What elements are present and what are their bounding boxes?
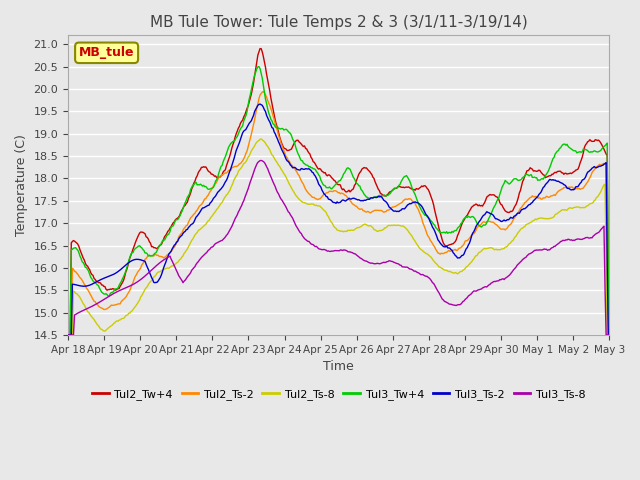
Tul2_Ts-8: [387, 222, 395, 228]
Tul3_Ts-8: [323, 247, 330, 253]
Tul3_Ts-8: [594, 230, 602, 236]
Tul2_Tw+4: [605, 332, 613, 338]
Tul2_Ts-8: [509, 238, 516, 243]
Tul3_Tw+4: [255, 64, 263, 70]
Tul3_Ts-2: [605, 332, 613, 338]
Tul3_Tw+4: [594, 149, 602, 155]
Line: Tul2_Ts-2: Tul2_Ts-2: [68, 92, 609, 335]
Tul3_Ts-2: [358, 198, 366, 204]
Tul3_Ts-2: [387, 206, 395, 212]
Tul3_Ts-8: [509, 268, 516, 274]
Tul2_Ts-2: [259, 89, 267, 95]
Tul2_Ts-8: [594, 194, 602, 200]
Tul2_Tw+4: [64, 332, 72, 338]
Text: MB_tule: MB_tule: [79, 46, 134, 60]
Tul2_Tw+4: [594, 138, 602, 144]
Tul2_Ts-2: [326, 188, 333, 194]
Tul2_Ts-2: [594, 164, 602, 169]
Tul2_Ts-2: [605, 332, 613, 338]
Tul2_Tw+4: [256, 46, 264, 51]
Tul3_Tw+4: [64, 332, 72, 338]
Tul2_Tw+4: [326, 172, 333, 178]
Y-axis label: Temperature (C): Temperature (C): [15, 134, 28, 236]
Tul2_Tw+4: [323, 172, 330, 178]
Tul2_Ts-2: [358, 206, 366, 212]
Tul3_Ts-2: [256, 101, 264, 107]
Tul2_Ts-2: [323, 190, 330, 196]
Tul2_Ts-8: [358, 223, 366, 228]
Tul3_Ts-2: [509, 216, 516, 221]
Tul2_Ts-8: [326, 216, 333, 222]
Tul3_Ts-8: [64, 332, 72, 338]
Line: Tul2_Tw+4: Tul2_Tw+4: [68, 48, 609, 335]
Tul2_Ts-2: [509, 218, 516, 224]
Tul2_Tw+4: [358, 166, 366, 172]
Line: Tul3_Ts-2: Tul3_Ts-2: [68, 104, 609, 335]
Line: Tul3_Ts-8: Tul3_Ts-8: [68, 160, 609, 335]
Tul3_Tw+4: [387, 189, 395, 194]
Tul2_Ts-2: [387, 205, 395, 211]
Tul3_Ts-8: [358, 256, 366, 262]
Tul3_Ts-8: [257, 157, 265, 163]
Tul2_Ts-8: [323, 210, 330, 216]
Tul3_Ts-2: [594, 164, 602, 170]
Tul3_Tw+4: [323, 185, 330, 191]
Tul2_Tw+4: [387, 189, 395, 194]
Tul2_Ts-8: [64, 332, 72, 338]
Line: Tul2_Ts-8: Tul2_Ts-8: [68, 139, 609, 335]
Tul3_Ts-8: [326, 249, 333, 254]
Tul3_Ts-2: [64, 332, 72, 338]
Tul2_Ts-8: [257, 136, 265, 142]
Tul3_Tw+4: [509, 177, 516, 183]
Tul3_Ts-8: [605, 332, 613, 338]
Tul3_Ts-2: [326, 196, 333, 202]
Tul2_Tw+4: [509, 208, 516, 214]
Title: MB Tule Tower: Tule Temps 2 & 3 (3/1/11-3/19/14): MB Tule Tower: Tule Temps 2 & 3 (3/1/11-…: [150, 15, 527, 30]
Tul3_Ts-8: [387, 258, 395, 264]
Tul3_Tw+4: [605, 332, 613, 338]
Tul3_Ts-2: [323, 194, 330, 200]
Tul3_Tw+4: [358, 188, 366, 193]
Tul2_Ts-2: [64, 332, 72, 338]
Legend: Tul2_Tw+4, Tul2_Ts-2, Tul2_Ts-8, Tul3_Tw+4, Tul3_Ts-2, Tul3_Ts-8: Tul2_Tw+4, Tul2_Ts-2, Tul2_Ts-8, Tul3_Tw…: [88, 384, 590, 404]
Tul3_Tw+4: [326, 184, 333, 190]
Line: Tul3_Tw+4: Tul3_Tw+4: [68, 67, 609, 335]
Tul2_Ts-8: [605, 332, 613, 338]
X-axis label: Time: Time: [323, 360, 354, 373]
